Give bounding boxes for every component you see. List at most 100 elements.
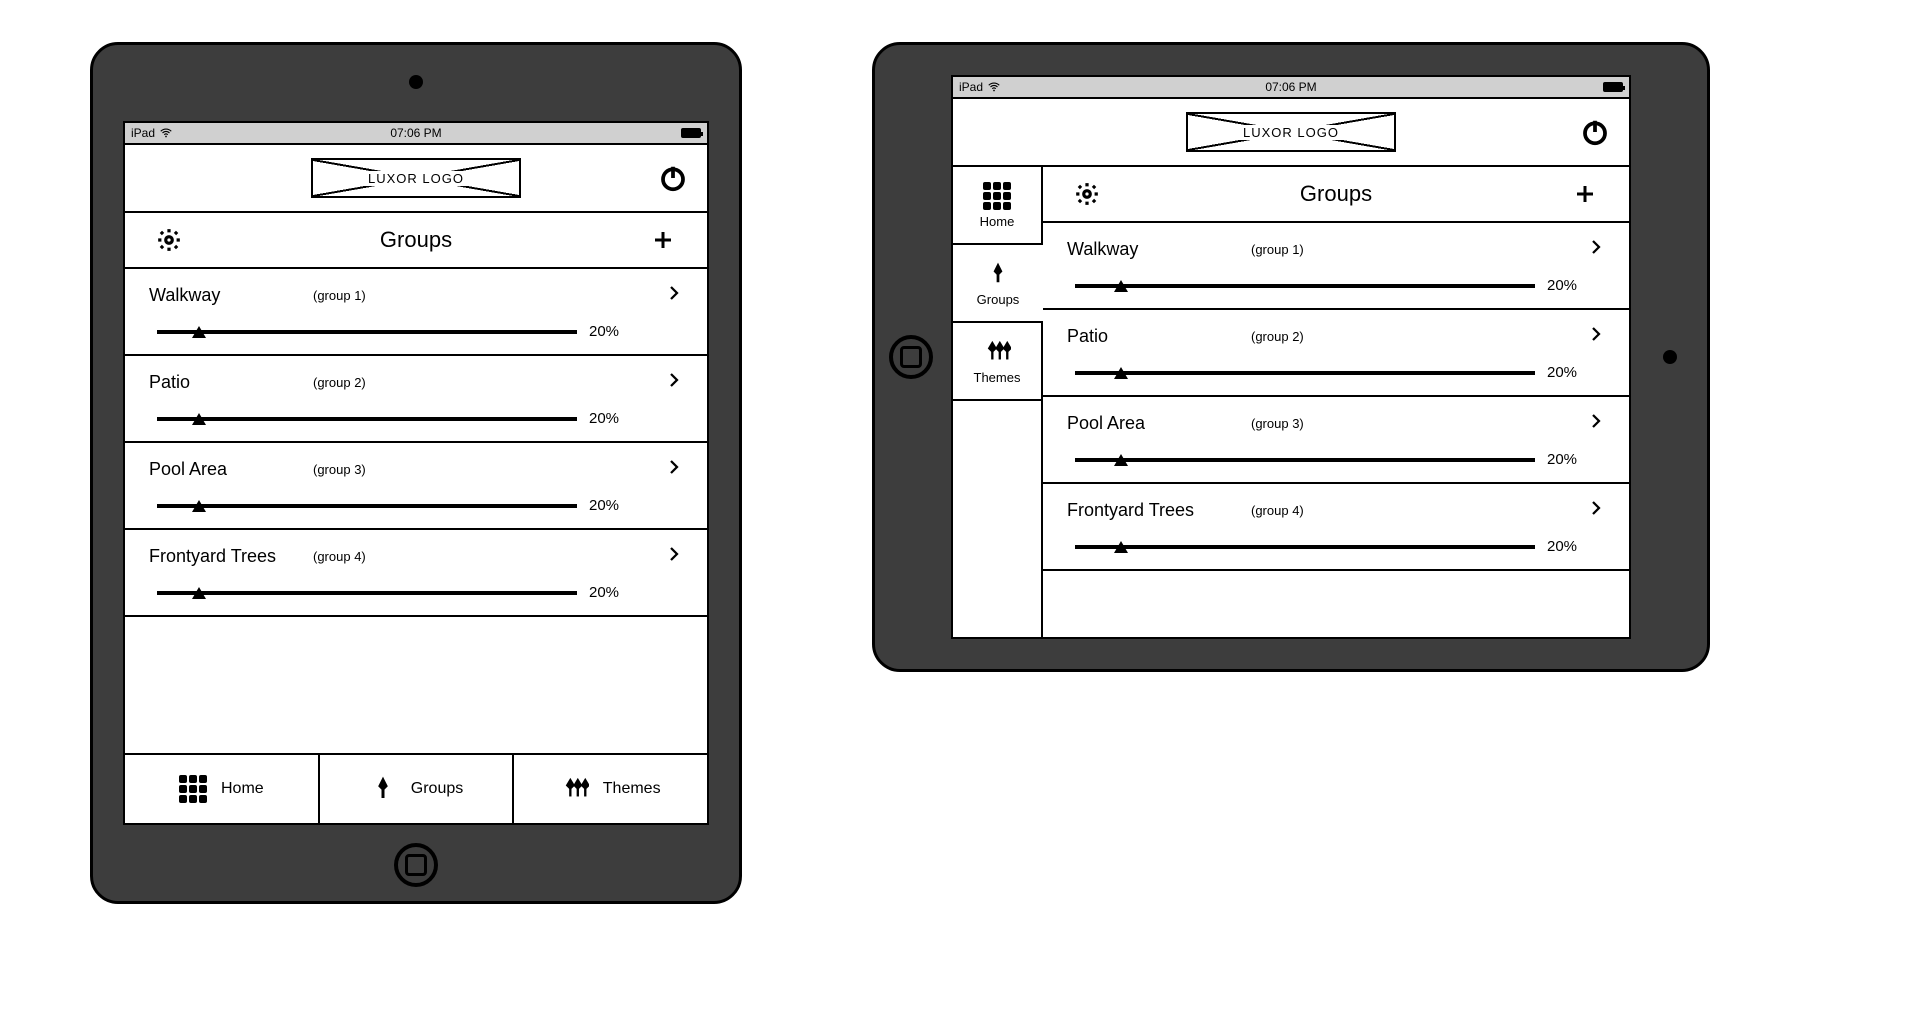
brightness-slider[interactable] [1075,371,1535,375]
landscape-main: Groups Walkway(group 1)20%Patio(group 2)… [1043,167,1629,637]
group-subtitle: (group 4) [1251,503,1304,518]
status-time: 07:06 PM [953,80,1629,94]
slider-thumb[interactable] [192,326,206,338]
carrier-label: iPad [959,80,983,94]
brightness-value: 20% [589,410,619,427]
home-button[interactable] [889,335,933,379]
settings-button[interactable] [149,227,189,253]
chevron-right-icon[interactable] [1587,323,1605,349]
group-name: Pool Area [149,459,309,480]
brightness-value: 20% [1547,277,1577,294]
group-row[interactable]: Frontyard Trees (group 4) 20% [1043,484,1629,571]
chevron-right-icon[interactable] [665,369,683,395]
add-button[interactable] [1565,182,1605,206]
logo-placeholder: LUXOR LOGO [311,158,521,198]
chevron-right-icon[interactable] [1587,410,1605,436]
tab-themes-label: Themes [603,780,661,798]
group-name: Walkway [149,285,309,306]
group-row[interactable]: Frontyard Trees(group 4)20% [125,530,707,617]
group-row[interactable]: Walkway (group 1) 20% [1043,223,1629,310]
camera-dot [409,75,423,89]
section-title: Groups [189,227,643,253]
lights-icon [561,775,589,803]
battery-icon [1603,82,1623,92]
chevron-right-icon[interactable] [665,282,683,308]
group-subtitle: (group 1) [1251,242,1304,257]
group-row[interactable]: Patio(group 2)20% [1043,310,1629,397]
slider-thumb[interactable] [1114,454,1128,466]
header-logo-row: LUXOR LOGO [953,99,1629,167]
tab-bar: Home Groups Them [125,753,707,823]
group-row[interactable]: Patio (group 2) 20% [125,356,707,443]
chevron-right-icon[interactable] [1587,236,1605,262]
brightness-slider[interactable] [1075,284,1535,288]
brightness-slider[interactable] [1075,458,1535,462]
tab-groups-label: Groups [411,780,463,798]
group-subtitle: (group 3) [1251,416,1304,431]
group-row[interactable]: Pool Area (group 3) 20% [125,443,707,530]
group-row[interactable]: Pool Area(group 3)20% [1043,397,1629,484]
brightness-slider[interactable] [157,330,577,334]
side-tab-spacer [953,401,1043,637]
brightness-value: 20% [1547,538,1577,555]
header-logo-row: LUXOR LOGO [125,145,707,213]
add-button[interactable] [643,228,683,252]
grid-icon [179,775,207,803]
group-name: Patio [149,372,309,393]
chevron-right-icon[interactable] [665,456,683,482]
brightness-value: 20% [589,497,619,514]
brightness-slider[interactable] [1075,545,1535,549]
ipad-portrait-frame: iPad 07:06 PM LUXOR LOGO [90,42,742,904]
tab-groups[interactable]: Groups [318,753,513,823]
wifi-icon [987,80,1001,94]
slider-thumb[interactable] [192,500,206,512]
group-row[interactable]: Walkway (group 1) 20% [125,269,707,356]
group-name: Walkway [1067,239,1247,260]
brightness-value: 20% [1547,364,1577,381]
settings-button[interactable] [1067,181,1107,207]
tab-home[interactable]: Home [125,753,318,823]
group-name: Pool Area [1067,413,1247,434]
group-name: Frontyard Trees [149,546,309,567]
lights-icon [983,338,1011,366]
home-button[interactable] [394,843,438,887]
carrier-label: iPad [131,126,155,140]
section-header: Groups [125,213,707,269]
tab-themes[interactable]: Themes [953,323,1043,401]
group-name: Patio [1067,326,1247,347]
tab-themes[interactable]: Themes [512,753,707,823]
slider-thumb[interactable] [192,587,206,599]
groups-list: Walkway(group 1)20%Patio(group 2)20%Pool… [125,269,707,753]
status-bar: iPad 07:06 PM [953,77,1629,99]
tab-groups[interactable]: Groups [953,245,1043,323]
logo-text: LUXOR LOGO [362,171,470,186]
slider-thumb[interactable] [1114,541,1128,553]
status-time: 07:06 PM [125,126,707,140]
brightness-value: 20% [589,584,619,601]
slider-thumb[interactable] [1114,367,1128,379]
ipad-landscape-frame: iPad 07:06 PM LUXOR LOGO [872,42,1710,672]
brightness-slider[interactable] [157,591,577,595]
groups-list: Walkway(group 1)20%Patio(group 2)20%Pool… [1043,223,1629,637]
brightness-slider[interactable] [157,504,577,508]
brightness-slider[interactable] [157,417,577,421]
group-subtitle: (group 2) [313,375,366,390]
grid-icon [983,182,1011,210]
status-bar: iPad 07:06 PM [125,123,707,145]
slider-thumb[interactable] [192,413,206,425]
slider-thumb[interactable] [1114,280,1128,292]
light-icon [984,260,1012,288]
power-button[interactable] [1577,114,1613,150]
group-subtitle: (group 3) [313,462,366,477]
camera-dot [1663,350,1677,364]
chevron-right-icon[interactable] [1587,497,1605,523]
tab-themes-label: Themes [974,370,1021,385]
chevron-right-icon[interactable] [665,543,683,569]
group-subtitle: (group 1) [313,288,366,303]
wifi-icon [159,126,173,140]
brightness-value: 20% [589,323,619,340]
group-name: Frontyard Trees [1067,500,1247,521]
power-button[interactable] [655,160,691,196]
logo-text: LUXOR LOGO [1237,125,1345,140]
tab-home[interactable]: Home [953,167,1043,245]
